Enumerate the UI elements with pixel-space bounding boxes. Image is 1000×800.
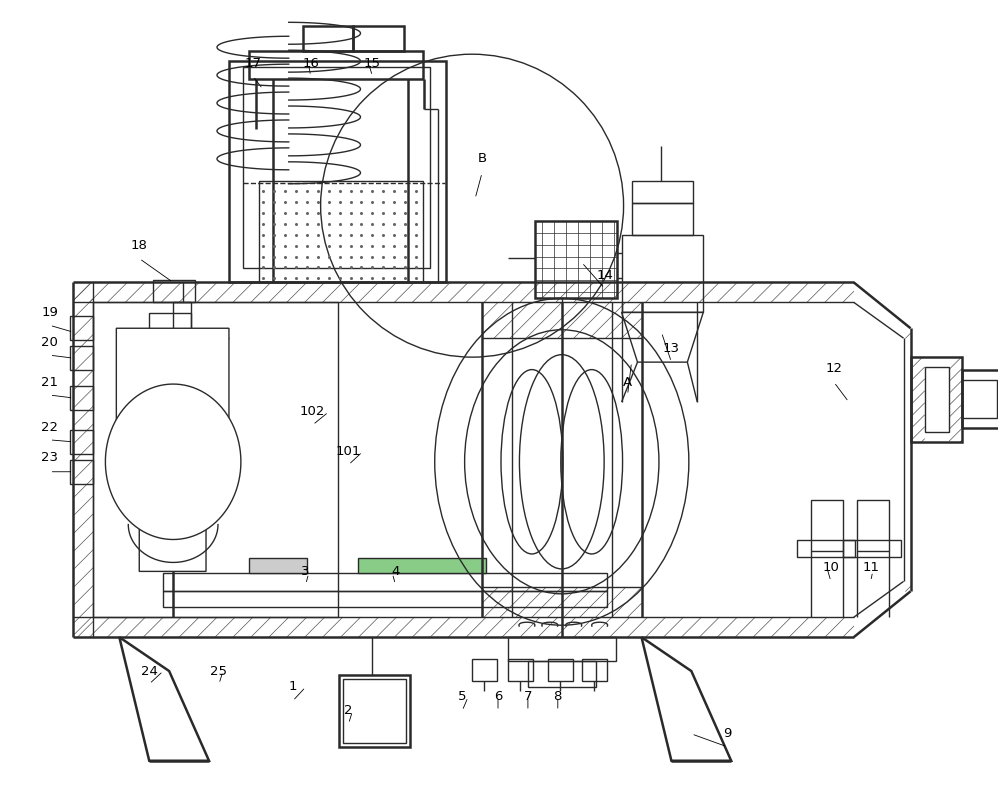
Bar (149, 314, 191, 355)
Bar (548, 659, 573, 681)
Bar (797, 539, 855, 558)
Bar (911, 357, 962, 442)
Bar (70, 460, 93, 484)
Text: 9: 9 (723, 727, 731, 740)
Text: 19: 19 (41, 306, 58, 319)
Text: 6: 6 (494, 690, 502, 703)
Text: 16: 16 (302, 57, 319, 70)
Text: 7: 7 (524, 690, 532, 703)
Text: 3: 3 (301, 565, 310, 578)
Polygon shape (105, 384, 241, 539)
Text: 18: 18 (131, 239, 148, 252)
Bar (535, 221, 617, 298)
Bar (962, 370, 1000, 428)
Text: 22: 22 (41, 422, 58, 434)
Bar (632, 181, 693, 202)
Text: 24: 24 (141, 665, 158, 678)
Bar (70, 430, 93, 454)
Text: 21: 21 (41, 375, 58, 389)
Bar (582, 659, 607, 681)
Bar (93, 302, 338, 618)
Bar (70, 346, 93, 370)
Bar (249, 51, 423, 79)
Bar (229, 61, 446, 282)
Text: A: A (623, 375, 632, 389)
Bar (70, 386, 93, 410)
Bar (163, 574, 607, 591)
Text: 13: 13 (663, 342, 680, 354)
Bar (153, 281, 195, 302)
Bar (962, 380, 997, 418)
Bar (339, 675, 410, 746)
Bar (622, 234, 703, 312)
Text: 1: 1 (288, 681, 297, 694)
Text: 20: 20 (41, 336, 58, 349)
Bar (303, 26, 353, 51)
Text: 102: 102 (300, 406, 325, 418)
Text: 14: 14 (596, 269, 613, 282)
Bar (243, 67, 430, 269)
Bar (353, 26, 404, 51)
Text: 4: 4 (391, 565, 400, 578)
Bar (163, 591, 607, 607)
Bar (528, 661, 596, 687)
Text: 8: 8 (554, 690, 562, 703)
Bar (472, 659, 497, 681)
Bar (173, 302, 191, 338)
Text: 2: 2 (344, 705, 353, 718)
Bar (632, 202, 693, 234)
Text: 10: 10 (822, 561, 839, 574)
Text: 11: 11 (862, 561, 879, 574)
Text: 25: 25 (210, 665, 227, 678)
Text: 5: 5 (458, 690, 466, 703)
Bar (249, 558, 307, 574)
Text: 17: 17 (244, 57, 261, 70)
Bar (508, 637, 616, 661)
Bar (70, 316, 93, 340)
Text: 15: 15 (364, 57, 381, 70)
Text: 101: 101 (336, 446, 361, 458)
Polygon shape (116, 328, 229, 571)
Bar (259, 181, 423, 282)
Bar (857, 500, 889, 551)
Bar (925, 367, 949, 432)
Bar (843, 539, 901, 558)
Bar (343, 679, 406, 743)
Text: B: B (478, 152, 487, 166)
Bar (358, 558, 486, 574)
Bar (508, 659, 533, 681)
Text: 23: 23 (41, 451, 58, 464)
Text: 12: 12 (825, 362, 842, 374)
Bar (811, 500, 843, 551)
